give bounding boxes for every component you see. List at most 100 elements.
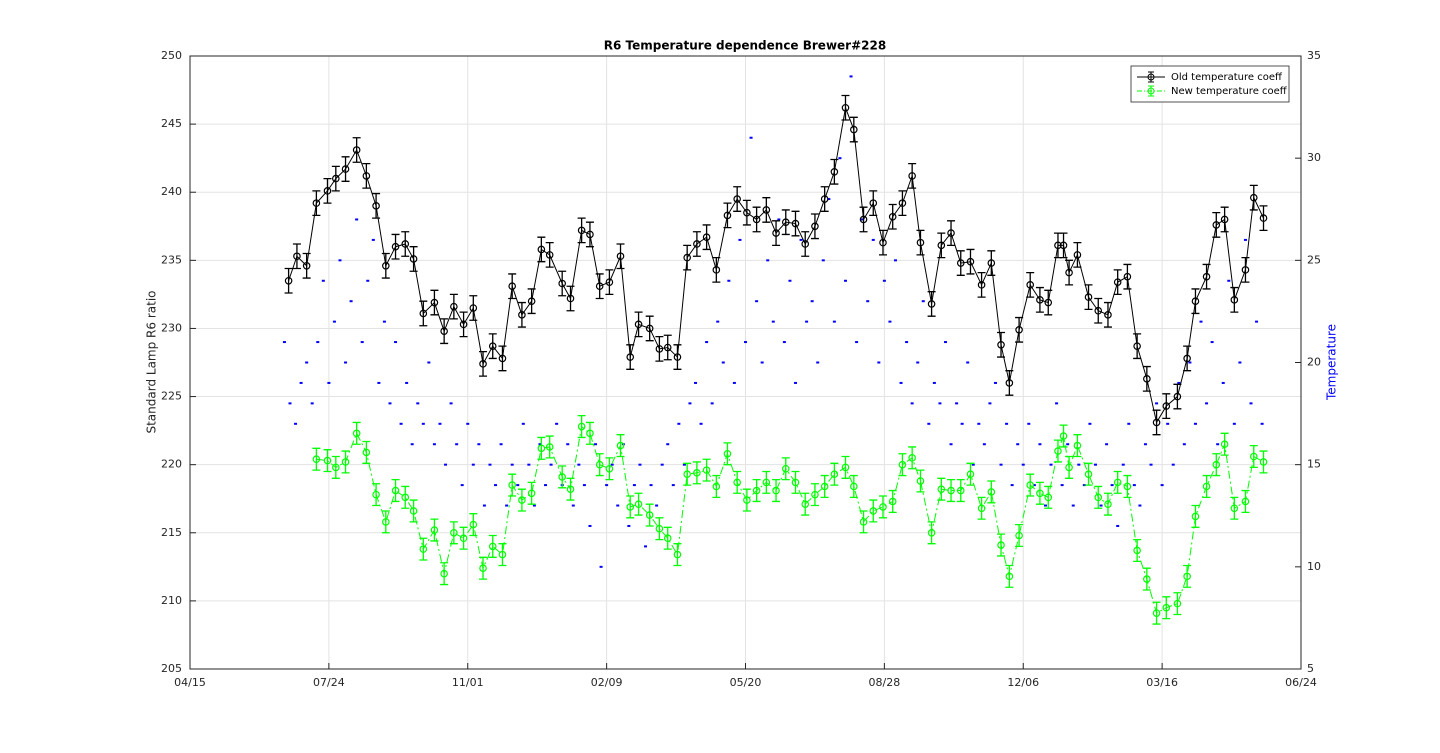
marker [499, 443, 503, 446]
error-bar [341, 156, 350, 182]
marker [1065, 268, 1073, 277]
marker [966, 361, 970, 364]
marker [527, 463, 531, 466]
marker [1227, 279, 1231, 282]
marker [1143, 575, 1151, 583]
marker [1249, 452, 1258, 461]
error-bar [781, 209, 790, 236]
marker [1143, 443, 1147, 446]
marker [1054, 447, 1062, 455]
marker [293, 252, 301, 261]
marker [937, 241, 946, 250]
marker [341, 458, 350, 466]
marker [1060, 484, 1064, 487]
marker [1073, 251, 1082, 259]
marker [916, 361, 920, 364]
marker [762, 206, 771, 214]
marker [866, 300, 870, 303]
marker [616, 252, 625, 261]
marker [1005, 572, 1014, 581]
marker [1221, 381, 1225, 384]
marker [943, 341, 947, 344]
marker [1138, 504, 1142, 507]
marker [341, 165, 350, 173]
marker [1005, 379, 1014, 387]
error-bar [1035, 286, 1044, 313]
marker [537, 245, 546, 254]
marker [305, 361, 309, 364]
error-bar [1142, 567, 1151, 591]
error-bar [1035, 481, 1044, 505]
error-bar [1073, 434, 1082, 458]
marker [999, 463, 1003, 466]
marker [699, 422, 703, 425]
marker [1059, 241, 1068, 250]
error-bar [1230, 496, 1239, 520]
error-bar [1183, 345, 1192, 372]
y-tick-label: 220 [161, 458, 182, 471]
error-bar [517, 488, 526, 512]
marker [299, 381, 303, 384]
marker [1094, 493, 1103, 502]
marker [627, 524, 631, 527]
marker [781, 464, 790, 473]
error-bar [545, 435, 554, 459]
marker [1177, 381, 1181, 384]
marker [727, 279, 731, 282]
error-bar [362, 440, 371, 464]
marker [841, 103, 850, 112]
marker [752, 215, 761, 224]
error-bar [987, 250, 996, 276]
marker [1077, 463, 1081, 466]
marker [391, 242, 400, 251]
marker [427, 361, 431, 364]
error-bar [898, 190, 907, 217]
error-bar [702, 458, 711, 482]
marker [738, 238, 742, 241]
marker [777, 218, 781, 221]
marker [332, 174, 340, 183]
marker [1162, 402, 1171, 410]
x-tick-label: 06/24 [1285, 676, 1317, 689]
error-bar [673, 543, 682, 567]
marker [1049, 463, 1053, 466]
error-bar [1005, 370, 1014, 396]
legend-label: New temperature coeff [1171, 86, 1288, 97]
marker [544, 484, 548, 487]
error-bar [1241, 489, 1250, 513]
error-bar [888, 489, 897, 513]
x-tick-label: 02/09 [591, 676, 623, 689]
marker [987, 488, 996, 496]
marker [801, 500, 810, 508]
marker [466, 422, 470, 425]
error-bar [956, 250, 965, 276]
error-bar [908, 446, 917, 470]
marker [1193, 422, 1197, 425]
marker [1212, 460, 1221, 469]
error-bar [1133, 538, 1142, 563]
marker [323, 187, 332, 195]
error-bar [488, 333, 497, 360]
marker [977, 504, 986, 513]
marker [956, 486, 965, 495]
error-bar [517, 301, 526, 328]
marker [1259, 458, 1268, 466]
marker [1183, 572, 1191, 581]
marker [869, 199, 878, 207]
marker [927, 422, 931, 425]
error-bar [1249, 184, 1258, 211]
marker [841, 463, 850, 472]
error-bar [1230, 286, 1239, 313]
marker [401, 493, 410, 502]
marker [1183, 354, 1191, 363]
error-bar [605, 457, 614, 481]
marker [616, 441, 625, 450]
marker [899, 381, 903, 384]
marker [388, 402, 392, 405]
marker [793, 381, 797, 384]
error-bar [723, 442, 732, 466]
marker [888, 497, 897, 506]
marker [588, 524, 592, 527]
legend-label: Old temperature coeff [1171, 72, 1283, 83]
marker [1043, 504, 1047, 507]
